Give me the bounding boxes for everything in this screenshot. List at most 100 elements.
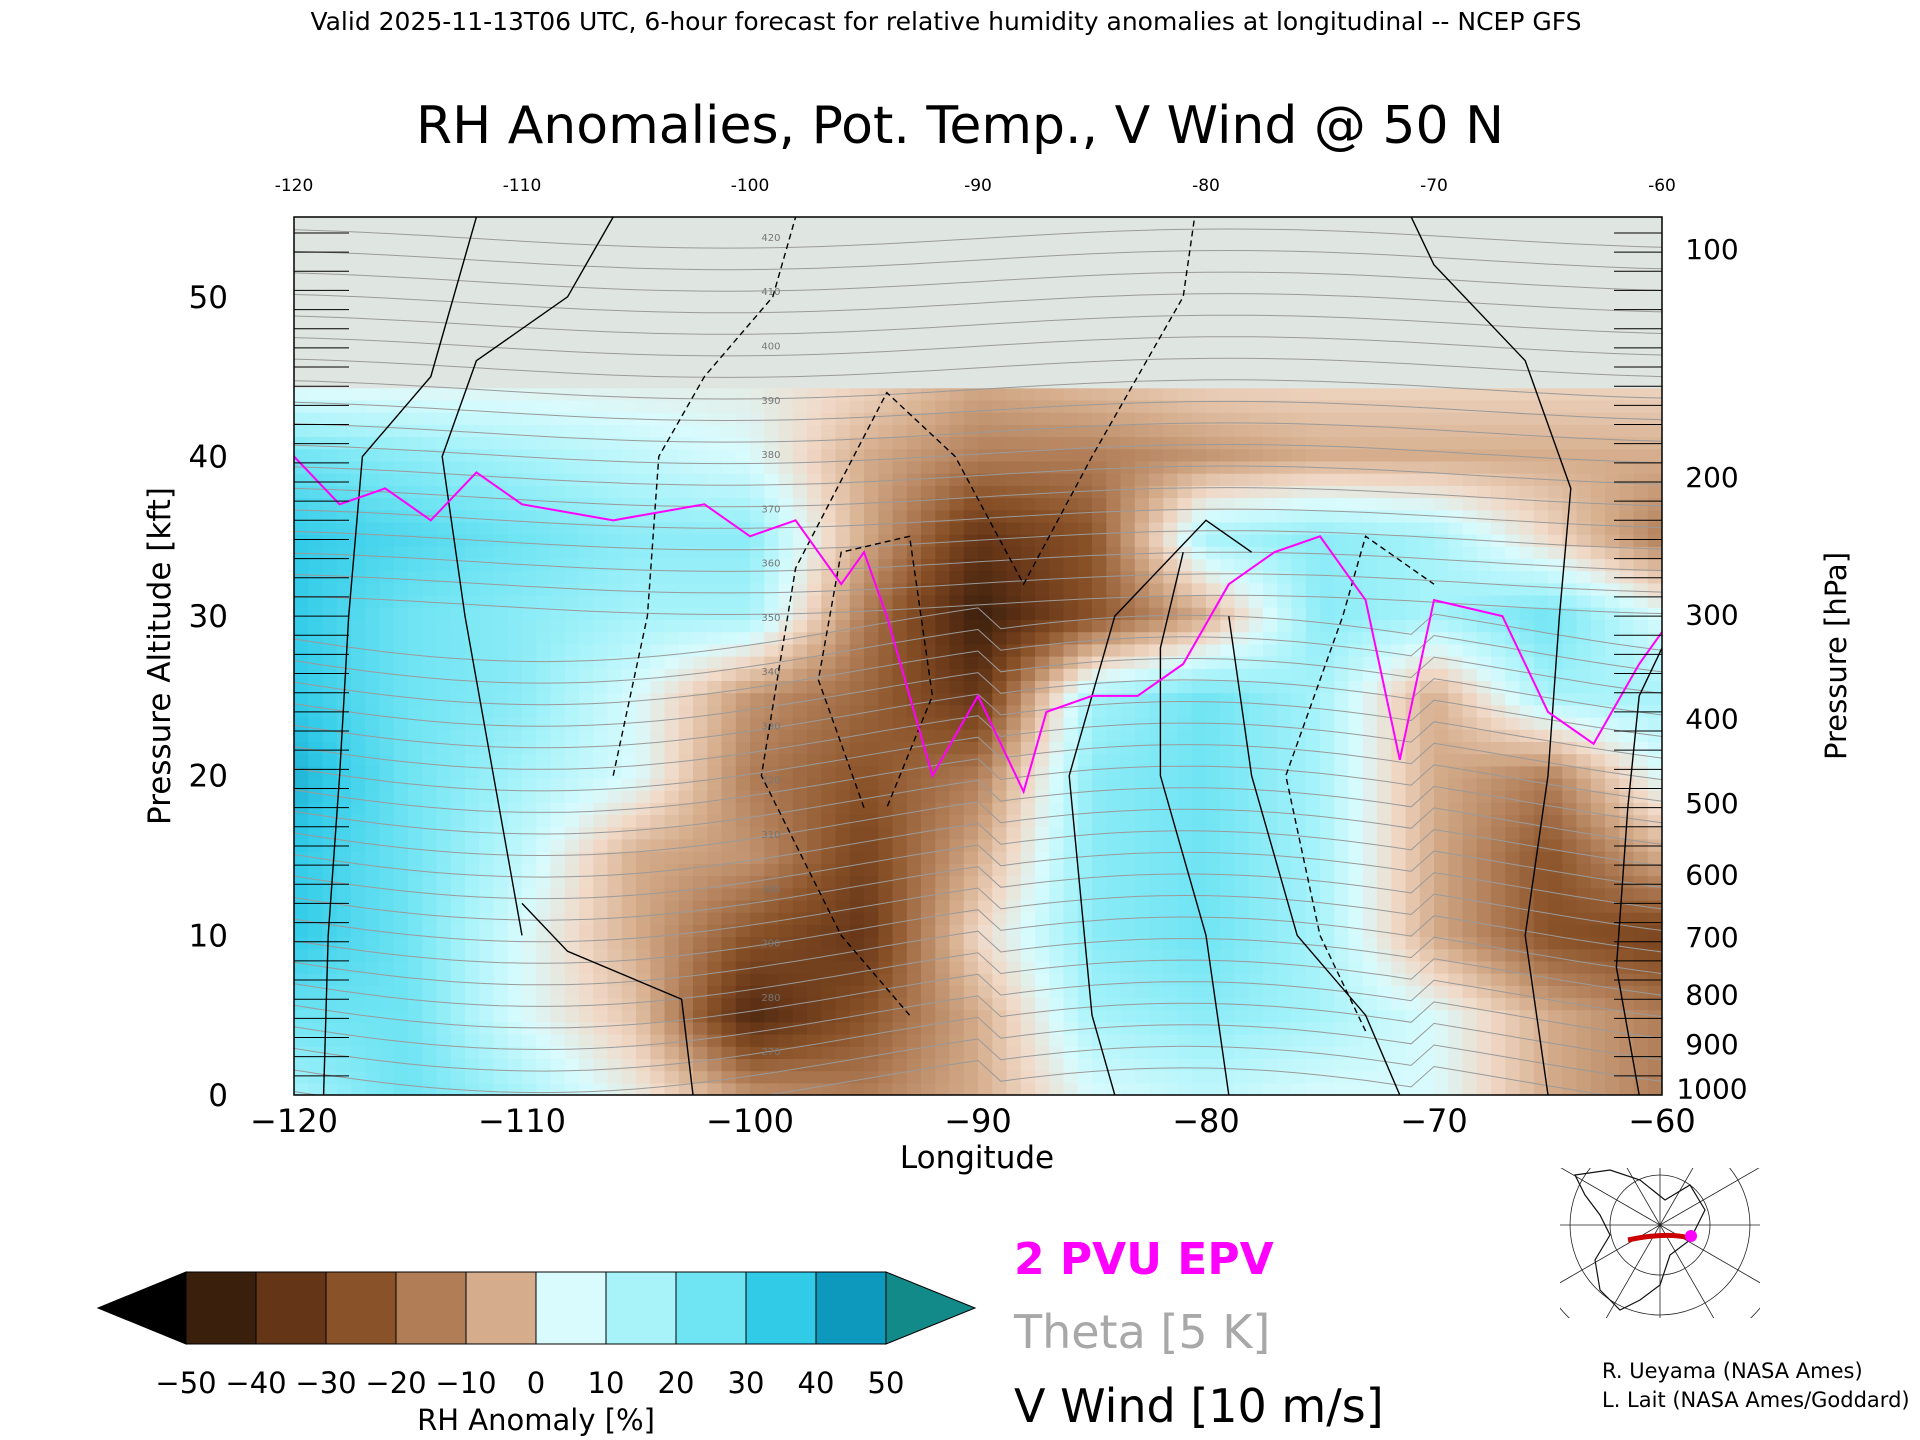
rh-cell bbox=[1063, 680, 1079, 694]
rh-cell bbox=[949, 363, 965, 377]
rh-cell bbox=[678, 314, 694, 328]
rh-cell bbox=[1120, 851, 1136, 864]
rh-cell bbox=[707, 570, 723, 584]
rh-cell bbox=[1049, 412, 1065, 425]
rh-cell bbox=[1092, 1009, 1107, 1023]
rh-cell bbox=[1134, 777, 1150, 791]
rh-cell bbox=[336, 814, 352, 828]
rh-cell bbox=[835, 790, 851, 803]
rh-cell bbox=[1134, 875, 1150, 889]
rh-cell bbox=[493, 729, 509, 742]
rh-cell bbox=[465, 1070, 480, 1084]
rh-cell bbox=[465, 875, 480, 889]
rh-cell bbox=[422, 863, 438, 877]
rh-cell bbox=[593, 485, 609, 499]
rh-cell bbox=[522, 668, 537, 681]
rh-cell bbox=[892, 290, 908, 303]
rh-cell bbox=[308, 375, 324, 389]
rh-cell bbox=[621, 838, 637, 852]
rh-cell bbox=[379, 802, 395, 816]
rh-cell bbox=[664, 985, 680, 999]
rh-cell bbox=[721, 582, 737, 596]
rh-cell bbox=[650, 412, 666, 425]
rh-cell bbox=[465, 509, 480, 523]
rh-cell bbox=[750, 375, 765, 389]
rh-cell bbox=[978, 217, 993, 230]
rh-cell bbox=[379, 253, 395, 267]
rh-cell bbox=[1063, 607, 1079, 620]
rh-cell bbox=[849, 241, 865, 255]
rh-cell bbox=[1006, 314, 1022, 328]
rh-cell bbox=[707, 936, 723, 950]
rh-cell bbox=[1120, 899, 1136, 913]
rh-cell bbox=[1191, 729, 1207, 742]
rh-cell bbox=[835, 217, 851, 230]
rh-cell bbox=[992, 497, 1008, 511]
rh-cell bbox=[450, 814, 466, 828]
rh-cell bbox=[436, 485, 452, 499]
rh-cell bbox=[1106, 668, 1122, 681]
rh-cell bbox=[465, 973, 480, 986]
rh-cell bbox=[906, 643, 922, 657]
rh-cell bbox=[1149, 595, 1164, 608]
rh-cell bbox=[792, 473, 808, 486]
rh-cell bbox=[365, 290, 381, 303]
rh-cell bbox=[678, 1046, 694, 1059]
rh-cell bbox=[906, 607, 922, 620]
rh-cell bbox=[607, 924, 623, 938]
rh-cell bbox=[1035, 509, 1050, 523]
rh-cell bbox=[621, 290, 637, 303]
rh-cell bbox=[807, 460, 822, 474]
rh-cell bbox=[436, 899, 452, 913]
rh-cell bbox=[322, 1082, 338, 1095]
rh-cell bbox=[1263, 412, 1278, 425]
rh-cell bbox=[678, 863, 694, 877]
rh-cell bbox=[564, 912, 580, 925]
rh-cell bbox=[507, 338, 523, 352]
rh-cell bbox=[963, 985, 979, 999]
rh-cell bbox=[892, 753, 908, 767]
rh-cell bbox=[878, 936, 894, 950]
rh-cell bbox=[978, 558, 993, 572]
rh-cell bbox=[778, 899, 794, 913]
rh-cell bbox=[408, 668, 423, 681]
rh-cell bbox=[693, 997, 708, 1011]
rh-cell bbox=[621, 265, 637, 279]
rh-cell bbox=[1006, 1058, 1022, 1072]
rh-cell bbox=[1191, 960, 1207, 974]
rh-cell bbox=[963, 558, 979, 572]
rh-cell bbox=[821, 314, 837, 328]
rh-cell bbox=[436, 521, 452, 535]
rh-cell bbox=[479, 887, 495, 901]
rh-cell bbox=[1134, 338, 1150, 352]
rh-cell bbox=[792, 363, 808, 377]
rh-cell bbox=[550, 985, 566, 999]
rh-cell bbox=[1248, 985, 1264, 999]
rh-cell bbox=[1248, 973, 1264, 986]
rh-cell bbox=[1163, 656, 1179, 669]
rh-cell bbox=[921, 302, 936, 316]
rh-cell bbox=[1220, 253, 1236, 267]
rh-cell bbox=[735, 497, 751, 511]
rh-cell bbox=[1120, 387, 1136, 401]
rh-cell bbox=[294, 265, 309, 279]
rh-cell bbox=[778, 363, 794, 377]
rh-cell bbox=[849, 229, 865, 242]
rh-cell bbox=[992, 302, 1008, 316]
rh-cell bbox=[479, 1021, 495, 1035]
rh-cell bbox=[536, 399, 552, 413]
rh-cell bbox=[921, 338, 936, 352]
rh-cell bbox=[607, 912, 623, 925]
rh-cell bbox=[436, 936, 452, 950]
rh-cell bbox=[550, 436, 566, 450]
rh-cell bbox=[393, 729, 409, 742]
rh-cell bbox=[664, 814, 680, 828]
rh-cell bbox=[878, 912, 894, 925]
rh-cell bbox=[322, 607, 338, 620]
rh-cell bbox=[493, 765, 509, 779]
rh-cell bbox=[1277, 1058, 1293, 1072]
rh-cell bbox=[607, 899, 623, 913]
rh-cell bbox=[379, 314, 395, 328]
rh-cell bbox=[807, 436, 822, 450]
rh-cell bbox=[849, 1070, 865, 1084]
